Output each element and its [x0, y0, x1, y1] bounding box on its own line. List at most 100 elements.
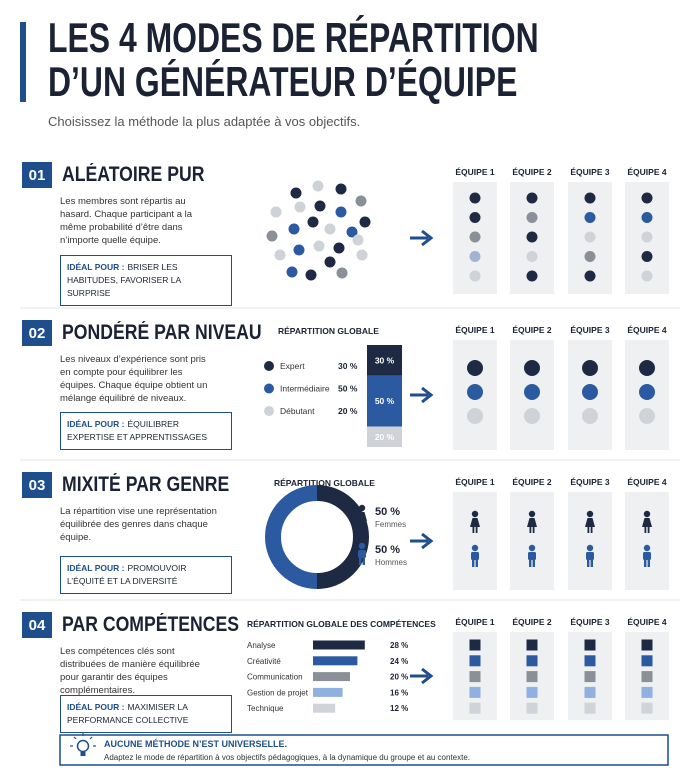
participant-dot — [286, 266, 298, 278]
section-number: 01 — [29, 167, 46, 184]
legend-value: 50 % — [338, 384, 358, 394]
section-title: MIXITÉ PAR GENRE — [62, 473, 230, 496]
ideal-text: BRISER LES HABITUDES, FAVORISER LA SURPR… — [67, 262, 181, 298]
skill-square — [469, 671, 481, 683]
skill-square — [526, 655, 538, 667]
distribution-title: RÉPARTITION GLOBALE — [278, 326, 379, 336]
skill-square — [584, 702, 596, 714]
female-icon — [357, 512, 367, 521]
male-icon — [475, 560, 478, 567]
skill-square — [469, 655, 481, 667]
skill-name: Créativité — [247, 657, 281, 666]
female-icon — [470, 518, 480, 527]
section-badge — [22, 612, 52, 638]
member-dot — [526, 192, 538, 204]
skill-bar — [313, 656, 358, 666]
male-icon — [590, 560, 593, 567]
skill-square — [526, 702, 538, 714]
female-icon — [528, 510, 536, 518]
member-dot — [641, 231, 653, 243]
skill-value: 16 % — [390, 688, 408, 697]
member-dot — [467, 360, 483, 376]
ideal-box: IDÉAL POUR : PROMOUVOIR L’ÉQUITÉ ET LA DI… — [60, 556, 232, 594]
legend-name: Expert — [280, 361, 305, 371]
male-icon — [586, 552, 594, 560]
team-box — [625, 492, 669, 590]
male-icon — [586, 544, 594, 552]
skill-name: Analyse — [247, 641, 276, 650]
donut-segment — [265, 485, 318, 589]
skill-bar — [313, 687, 343, 697]
skill-value: 24 % — [390, 657, 408, 666]
arrow-head — [421, 532, 434, 550]
skill-square — [469, 639, 481, 651]
female-icon — [532, 527, 535, 533]
team-label: ÉQUIPE 2 — [512, 325, 551, 335]
member-dot — [584, 212, 596, 223]
legend-value: 20 % — [338, 406, 358, 416]
section-title: PONDÉRÉ PAR NIVEAU — [62, 321, 262, 344]
participant-dot — [266, 230, 278, 242]
legend-dot — [264, 361, 274, 371]
donut-segment — [316, 485, 369, 589]
skill-name: Technique — [247, 704, 284, 713]
member-dot — [582, 360, 598, 376]
skill-square — [526, 671, 538, 683]
female-icon — [472, 527, 475, 533]
team-label: ÉQUIPE 1 — [455, 325, 494, 335]
ideal-text: MAXIMISER LA PERFORMANCE COLLECTIVE — [67, 702, 189, 725]
participant-dot — [336, 267, 348, 279]
participant-dot — [313, 240, 325, 252]
team-label: ÉQUIPE 4 — [627, 477, 666, 487]
section-description: Les membres sont répartis au hasard. Cha… — [60, 196, 193, 246]
participant-dot — [359, 216, 371, 228]
skill-square — [469, 702, 481, 714]
team-box — [453, 492, 497, 590]
ideal-label: IDÉAL POUR : — [67, 419, 125, 429]
participant-dot — [324, 223, 336, 235]
participant-dot — [335, 183, 347, 195]
legend-value: 30 % — [338, 361, 358, 371]
member-dot — [641, 270, 653, 282]
distribution-title: RÉPARTITION GLOBALE — [274, 478, 375, 488]
team-label: ÉQUIPE 3 — [570, 325, 609, 335]
team-label: ÉQUIPE 4 — [627, 167, 666, 177]
female-icon — [362, 521, 365, 527]
member-dot — [582, 384, 598, 400]
skill-value: 28 % — [390, 641, 408, 650]
legend-name: Intermédiaire — [280, 384, 330, 394]
female-icon — [359, 521, 362, 527]
footer-text: Adaptez le mode de répartition à vos obj… — [104, 753, 470, 762]
arrow-head — [421, 386, 434, 404]
title-line: D’UN GÉNÉRATEUR D’ÉQUIPE — [48, 58, 518, 105]
member-dot — [639, 360, 655, 376]
distribution-title: RÉPARTITION GLOBALE DES COMPÉTENCES — [247, 619, 436, 629]
male-icon — [647, 560, 650, 567]
skill-bar — [313, 640, 365, 650]
team-label: ÉQUIPE 3 — [570, 617, 609, 627]
male-icon — [471, 552, 479, 560]
member-dot — [526, 270, 538, 282]
segment-label: 30 % — [375, 355, 395, 365]
member-dot — [641, 251, 653, 262]
ideal-text: ÉQUILIBRER EXPERTISE ET APPRENTISSAGES — [67, 419, 207, 442]
member-dot — [469, 251, 481, 262]
stacked-segment — [367, 345, 402, 376]
skill-square — [526, 686, 538, 698]
female-icon — [527, 518, 537, 527]
team-box — [510, 492, 554, 590]
male-icon — [643, 552, 651, 560]
female-icon — [644, 527, 647, 533]
legend-name: Hommes — [375, 558, 407, 567]
male-icon — [528, 552, 536, 560]
participant-dot — [324, 256, 336, 268]
participant-dot — [314, 200, 326, 212]
section-description: Les compétences clés sont distribuées de… — [60, 646, 200, 696]
subtitle: Choisissez la méthode la plus adaptée à … — [48, 114, 361, 129]
member-dot — [584, 231, 596, 243]
ideal-box: IDÉAL POUR : MAXIMISER LA PERFORMANCE COL… — [60, 695, 232, 733]
team-label: ÉQUIPE 1 — [455, 167, 494, 177]
female-icon — [471, 510, 479, 518]
